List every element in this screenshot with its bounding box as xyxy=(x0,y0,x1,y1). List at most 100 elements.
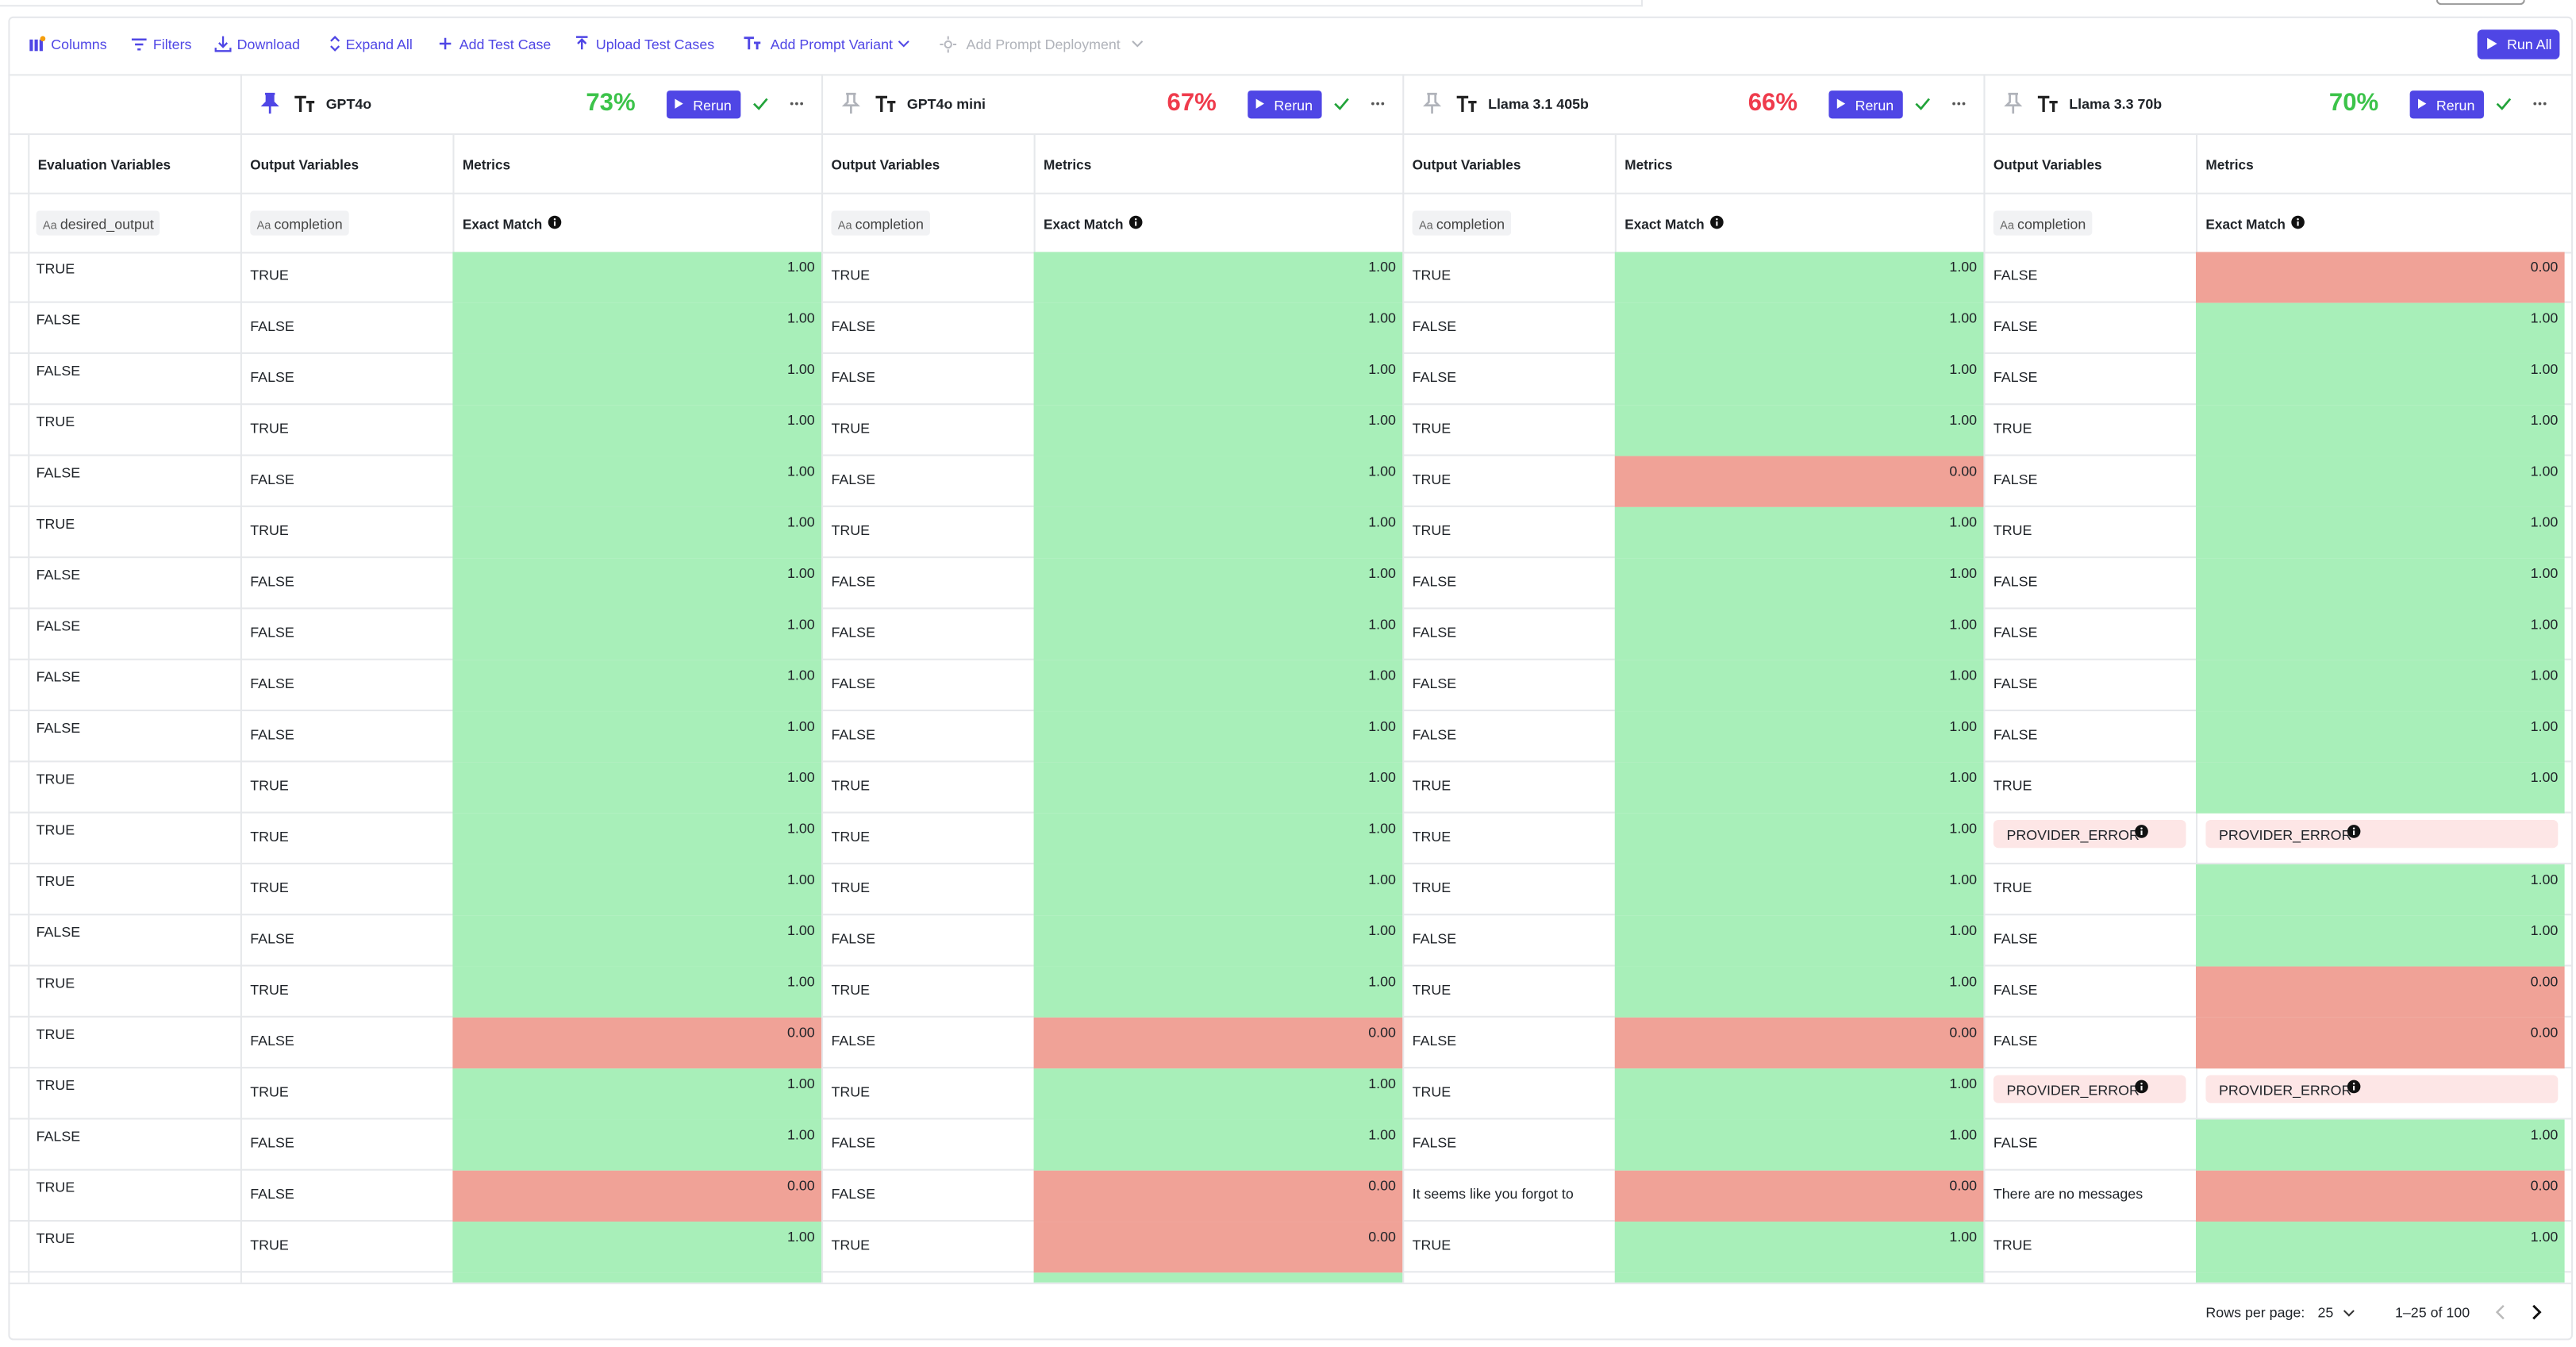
toolbar-icon xyxy=(131,38,147,51)
metric-value: 1.00 xyxy=(787,718,815,735)
metric-value: 1.00 xyxy=(787,615,815,633)
col-divider xyxy=(821,74,824,1283)
top-button-edge xyxy=(2436,0,2525,6)
metric-value: 1.00 xyxy=(787,922,815,939)
cell-text: TRUE xyxy=(1993,1236,2032,1253)
toolbar-button[interactable]: Columns xyxy=(51,36,107,53)
rerun-button[interactable]: Rerun xyxy=(1828,90,1903,119)
metric-value: 0.00 xyxy=(2530,1024,2559,1041)
error-pill: PROVIDER_ERROR xyxy=(2205,819,2559,849)
variant-score: 66% xyxy=(1747,89,1798,117)
cell-text: TRUE xyxy=(36,1179,75,1195)
cell-text: TRUE xyxy=(250,777,289,794)
cell-text: TRUE xyxy=(831,981,871,998)
variable-chip: Aa desired_output xyxy=(36,210,161,236)
cell-text: FALSE xyxy=(36,923,81,941)
metric-value: 1.00 xyxy=(1368,667,1396,683)
metric-value: 1.00 xyxy=(1949,615,1978,633)
toolbar-button[interactable]: Upload Test Cases xyxy=(595,36,715,53)
metric-cell: 1.00 xyxy=(1033,966,1403,1018)
metric-cell: 0.00 xyxy=(2195,966,2565,1018)
metric-value: 1.00 xyxy=(1368,871,1396,887)
more-icon xyxy=(2533,102,2547,106)
toolbar-icon xyxy=(575,36,588,50)
cell-text: There are no messages xyxy=(1993,1185,2143,1203)
cell-text: TRUE xyxy=(831,1236,871,1253)
metric-value: 1.00 xyxy=(1949,1075,1978,1092)
metric-value: 1.00 xyxy=(1949,718,1978,735)
variant-name: GPT4o xyxy=(325,95,372,113)
metric-cell: 0.00 xyxy=(1033,1170,1403,1222)
cell-text: FALSE xyxy=(1993,981,2038,998)
cell-text: FALSE xyxy=(250,1134,294,1151)
toolbar-button[interactable]: Add Prompt Variant xyxy=(770,36,893,53)
rows-per-page-label: Rows per page: xyxy=(2205,1303,2305,1321)
toolbar-button[interactable]: Filters xyxy=(152,36,192,53)
cell-text: FALSE xyxy=(36,1127,81,1145)
cell-text: FALSE xyxy=(1993,1032,2038,1049)
cell-text: FALSE xyxy=(1993,267,2038,283)
rerun-button[interactable]: Rerun xyxy=(2409,90,2484,119)
metric-cell: 1.00 xyxy=(452,864,822,916)
toolbar-button[interactable]: Add Test Case xyxy=(459,36,552,53)
variant-name: Llama 3.3 70b xyxy=(2069,95,2163,113)
metric-value: 1.00 xyxy=(1368,462,1396,479)
metric-cell: 1.00 xyxy=(1033,506,1403,559)
cell-text: FALSE xyxy=(1412,368,1457,386)
metric-cell: 1.00 xyxy=(1033,1119,1403,1171)
cell-text: FALSE xyxy=(831,572,875,590)
toolbar-button[interactable]: Expand All xyxy=(345,36,413,53)
run-all-label: Run All xyxy=(2507,36,2552,53)
metric-cell: 1.00 xyxy=(1614,711,1984,763)
toolbar-button[interactable]: Download xyxy=(236,36,300,53)
metric-cell: 1.00 xyxy=(452,353,822,406)
cell-text: FALSE xyxy=(250,572,294,590)
cell-text: FALSE xyxy=(1412,1134,1457,1151)
next-page[interactable] xyxy=(2532,1304,2542,1320)
metric-cell: 1.00 xyxy=(1614,558,1984,610)
metric-cell: 1.00 xyxy=(1614,609,1984,660)
metric-cell: 1.00 xyxy=(2195,915,2565,967)
metric-value: 0.00 xyxy=(1368,1228,1396,1245)
rows-per-page-select[interactable]: 25 xyxy=(2317,1303,2334,1321)
metric-cell: 1.00 xyxy=(452,915,822,967)
metric-value: 1.00 xyxy=(2530,922,2559,939)
metric-name: Exact Match xyxy=(1044,215,1124,233)
rerun-button[interactable]: Rerun xyxy=(667,90,741,119)
cell-text: FALSE xyxy=(1412,929,1457,947)
col-header: Output Variables xyxy=(1993,156,2102,173)
metric-value: 1.00 xyxy=(1368,411,1396,429)
metric-value: 1.00 xyxy=(1949,871,1978,887)
error-text: PROVIDER_ERROR xyxy=(2006,826,2140,843)
metric-cell: 1.00 xyxy=(1614,1272,1984,1283)
run-all-button[interactable]: Run All xyxy=(2477,29,2560,60)
cell-text: FALSE xyxy=(36,617,81,634)
text-icon xyxy=(2037,95,2058,113)
cell-text: TRUE xyxy=(831,267,871,283)
cell-text: FALSE xyxy=(1993,318,2038,335)
check-icon xyxy=(1915,98,1930,110)
cell-text: FALSE xyxy=(250,1032,294,1049)
metric-value: 1.00 xyxy=(787,1280,815,1283)
toolbar-button: Add Prompt Deployment xyxy=(966,36,1121,53)
variable-name: completion xyxy=(274,215,343,233)
cell-text: TRUE xyxy=(250,828,289,845)
col-header: Output Variables xyxy=(831,156,940,173)
cell-text: TRUE xyxy=(250,1236,289,1253)
metric-value: 1.00 xyxy=(787,1126,815,1143)
metric-cell: 1.00 xyxy=(452,1068,822,1120)
table-row: FALSE FALSE 1.00 FALSE 1.00 TRUE 0.00 FALSE 1.00 xyxy=(8,456,2573,507)
variant-name: GPT4o mini xyxy=(906,95,986,113)
rerun-button[interactable]: Rerun xyxy=(1248,90,1322,119)
error-pill: PROVIDER_ERROR xyxy=(1993,1075,2186,1103)
col-divider xyxy=(240,74,242,1283)
variant-score: 70% xyxy=(2328,89,2379,117)
metric-value: 1.00 xyxy=(1949,564,1978,582)
metric-cell: 1.00 xyxy=(1033,405,1403,456)
info-icon xyxy=(548,215,562,229)
metric-value: 1.00 xyxy=(2530,667,2559,683)
metric-cell: 1.00 xyxy=(2195,405,2565,456)
